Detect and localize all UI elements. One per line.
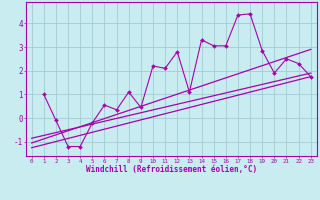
X-axis label: Windchill (Refroidissement éolien,°C): Windchill (Refroidissement éolien,°C) [86, 165, 257, 174]
